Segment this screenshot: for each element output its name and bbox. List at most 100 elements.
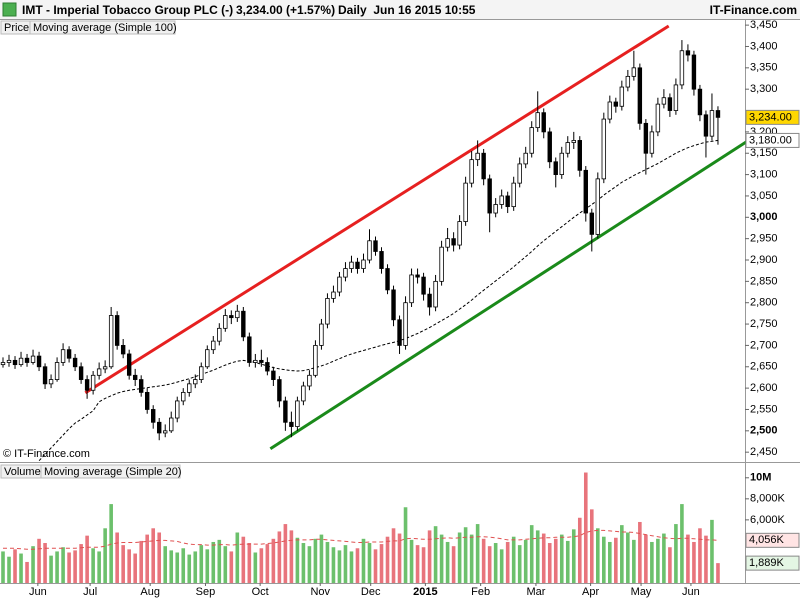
volume-bar [373, 549, 378, 583]
y-tick-label: 3,100 [750, 168, 778, 180]
candle-body [193, 379, 198, 385]
candle-body [229, 315, 234, 319]
candle-body [487, 178, 492, 214]
candle-body [241, 310, 246, 338]
period: Daily Jun 16 2015 10:55 [338, 3, 476, 17]
candle-body [30, 355, 36, 363]
candle-body [120, 345, 126, 355]
volume-bar [307, 546, 312, 583]
candle-body [373, 240, 378, 252]
candle-body [409, 274, 414, 304]
copyright: © IT-Finance.com [3, 448, 90, 460]
ma-line [38, 139, 719, 462]
volume-bar [541, 533, 546, 583]
volume-bar [133, 553, 137, 583]
x-tick-label: Jun [682, 586, 700, 598]
volume-bar [608, 541, 612, 583]
candle-body [72, 357, 78, 368]
volume-bar [139, 540, 143, 583]
volume-bar [67, 552, 71, 583]
candle-body [655, 103, 661, 133]
candle-body [78, 366, 84, 380]
volume-bar [235, 532, 240, 583]
candle-body [151, 409, 156, 423]
candle-body [361, 259, 366, 269]
volume-bar [493, 543, 498, 583]
volume-bar [704, 535, 708, 583]
candle-body [439, 246, 444, 282]
candle-body [547, 131, 552, 163]
candle-body [367, 240, 372, 261]
volume-tick-label: 10M [750, 472, 771, 484]
volume-bar [487, 546, 492, 583]
volume-bar [638, 521, 642, 583]
y-tick-label: 2,550 [750, 403, 778, 415]
candle-body [307, 374, 312, 387]
volume-bar [451, 546, 456, 583]
volume-bar [121, 545, 125, 583]
candle-body [247, 336, 252, 363]
candle-body [649, 131, 655, 154]
candle-body [48, 379, 54, 385]
volume-bar [565, 540, 570, 583]
y-tick-label: 2,800 [750, 297, 778, 309]
candle-body [709, 110, 715, 137]
legend-volume-ma: Moving average (Simple 20) [44, 466, 182, 478]
volume-bar [650, 541, 654, 583]
candle-body [6, 359, 12, 363]
y-tick-label: 2,950 [750, 233, 778, 245]
x-tick-label: 2015 [413, 586, 437, 598]
volume-bar [367, 543, 372, 583]
volume-bar [511, 536, 516, 583]
volume-bar [662, 533, 666, 583]
candle-body [60, 349, 66, 363]
volume-bar [355, 548, 360, 583]
candle-body [685, 50, 691, 56]
candle-body [114, 315, 120, 346]
volume-bar [295, 537, 300, 583]
volume-bar [115, 532, 119, 583]
volume-bar [457, 532, 462, 583]
x-tick-label: Dec [361, 586, 381, 598]
volume-bar [181, 548, 186, 583]
candle-body [637, 67, 643, 124]
candle-body [643, 122, 649, 154]
volume-bar [193, 551, 198, 583]
volume-bar [247, 543, 252, 583]
x-tick-label: May [631, 586, 652, 598]
candle-body [433, 280, 438, 308]
volume-bar [571, 529, 576, 583]
volume-ma-line [3, 529, 719, 550]
candle-body [457, 221, 462, 246]
volume-bar [13, 549, 17, 583]
app-icon [2, 2, 17, 17]
volume-bar [79, 544, 83, 583]
candle-body [12, 359, 18, 366]
last-value-box [745, 109, 800, 125]
last-value-label: 4,056K [749, 534, 785, 546]
volume-tick-label: 6,000K [750, 514, 786, 526]
candle-body [403, 302, 408, 346]
candle-body [181, 391, 186, 402]
volume-bar [283, 524, 288, 583]
candle-body [523, 152, 528, 165]
candle-body [541, 112, 546, 133]
volume-bar [145, 534, 149, 583]
candle-body [18, 357, 24, 366]
volume-bar [127, 549, 131, 583]
last-value-box [745, 532, 800, 548]
candle-body [301, 385, 306, 402]
volume-bar [1, 551, 5, 583]
volume-bar [25, 561, 29, 583]
volume-bar [686, 534, 690, 583]
candle-body [715, 110, 721, 118]
volume-bar [103, 528, 107, 583]
candle-body [265, 362, 270, 372]
candle-body [253, 359, 258, 363]
volume-bar [680, 504, 684, 583]
candle-body [319, 323, 324, 346]
volume-bar [187, 554, 192, 583]
candle-body [289, 421, 294, 427]
candle-body [661, 97, 667, 105]
